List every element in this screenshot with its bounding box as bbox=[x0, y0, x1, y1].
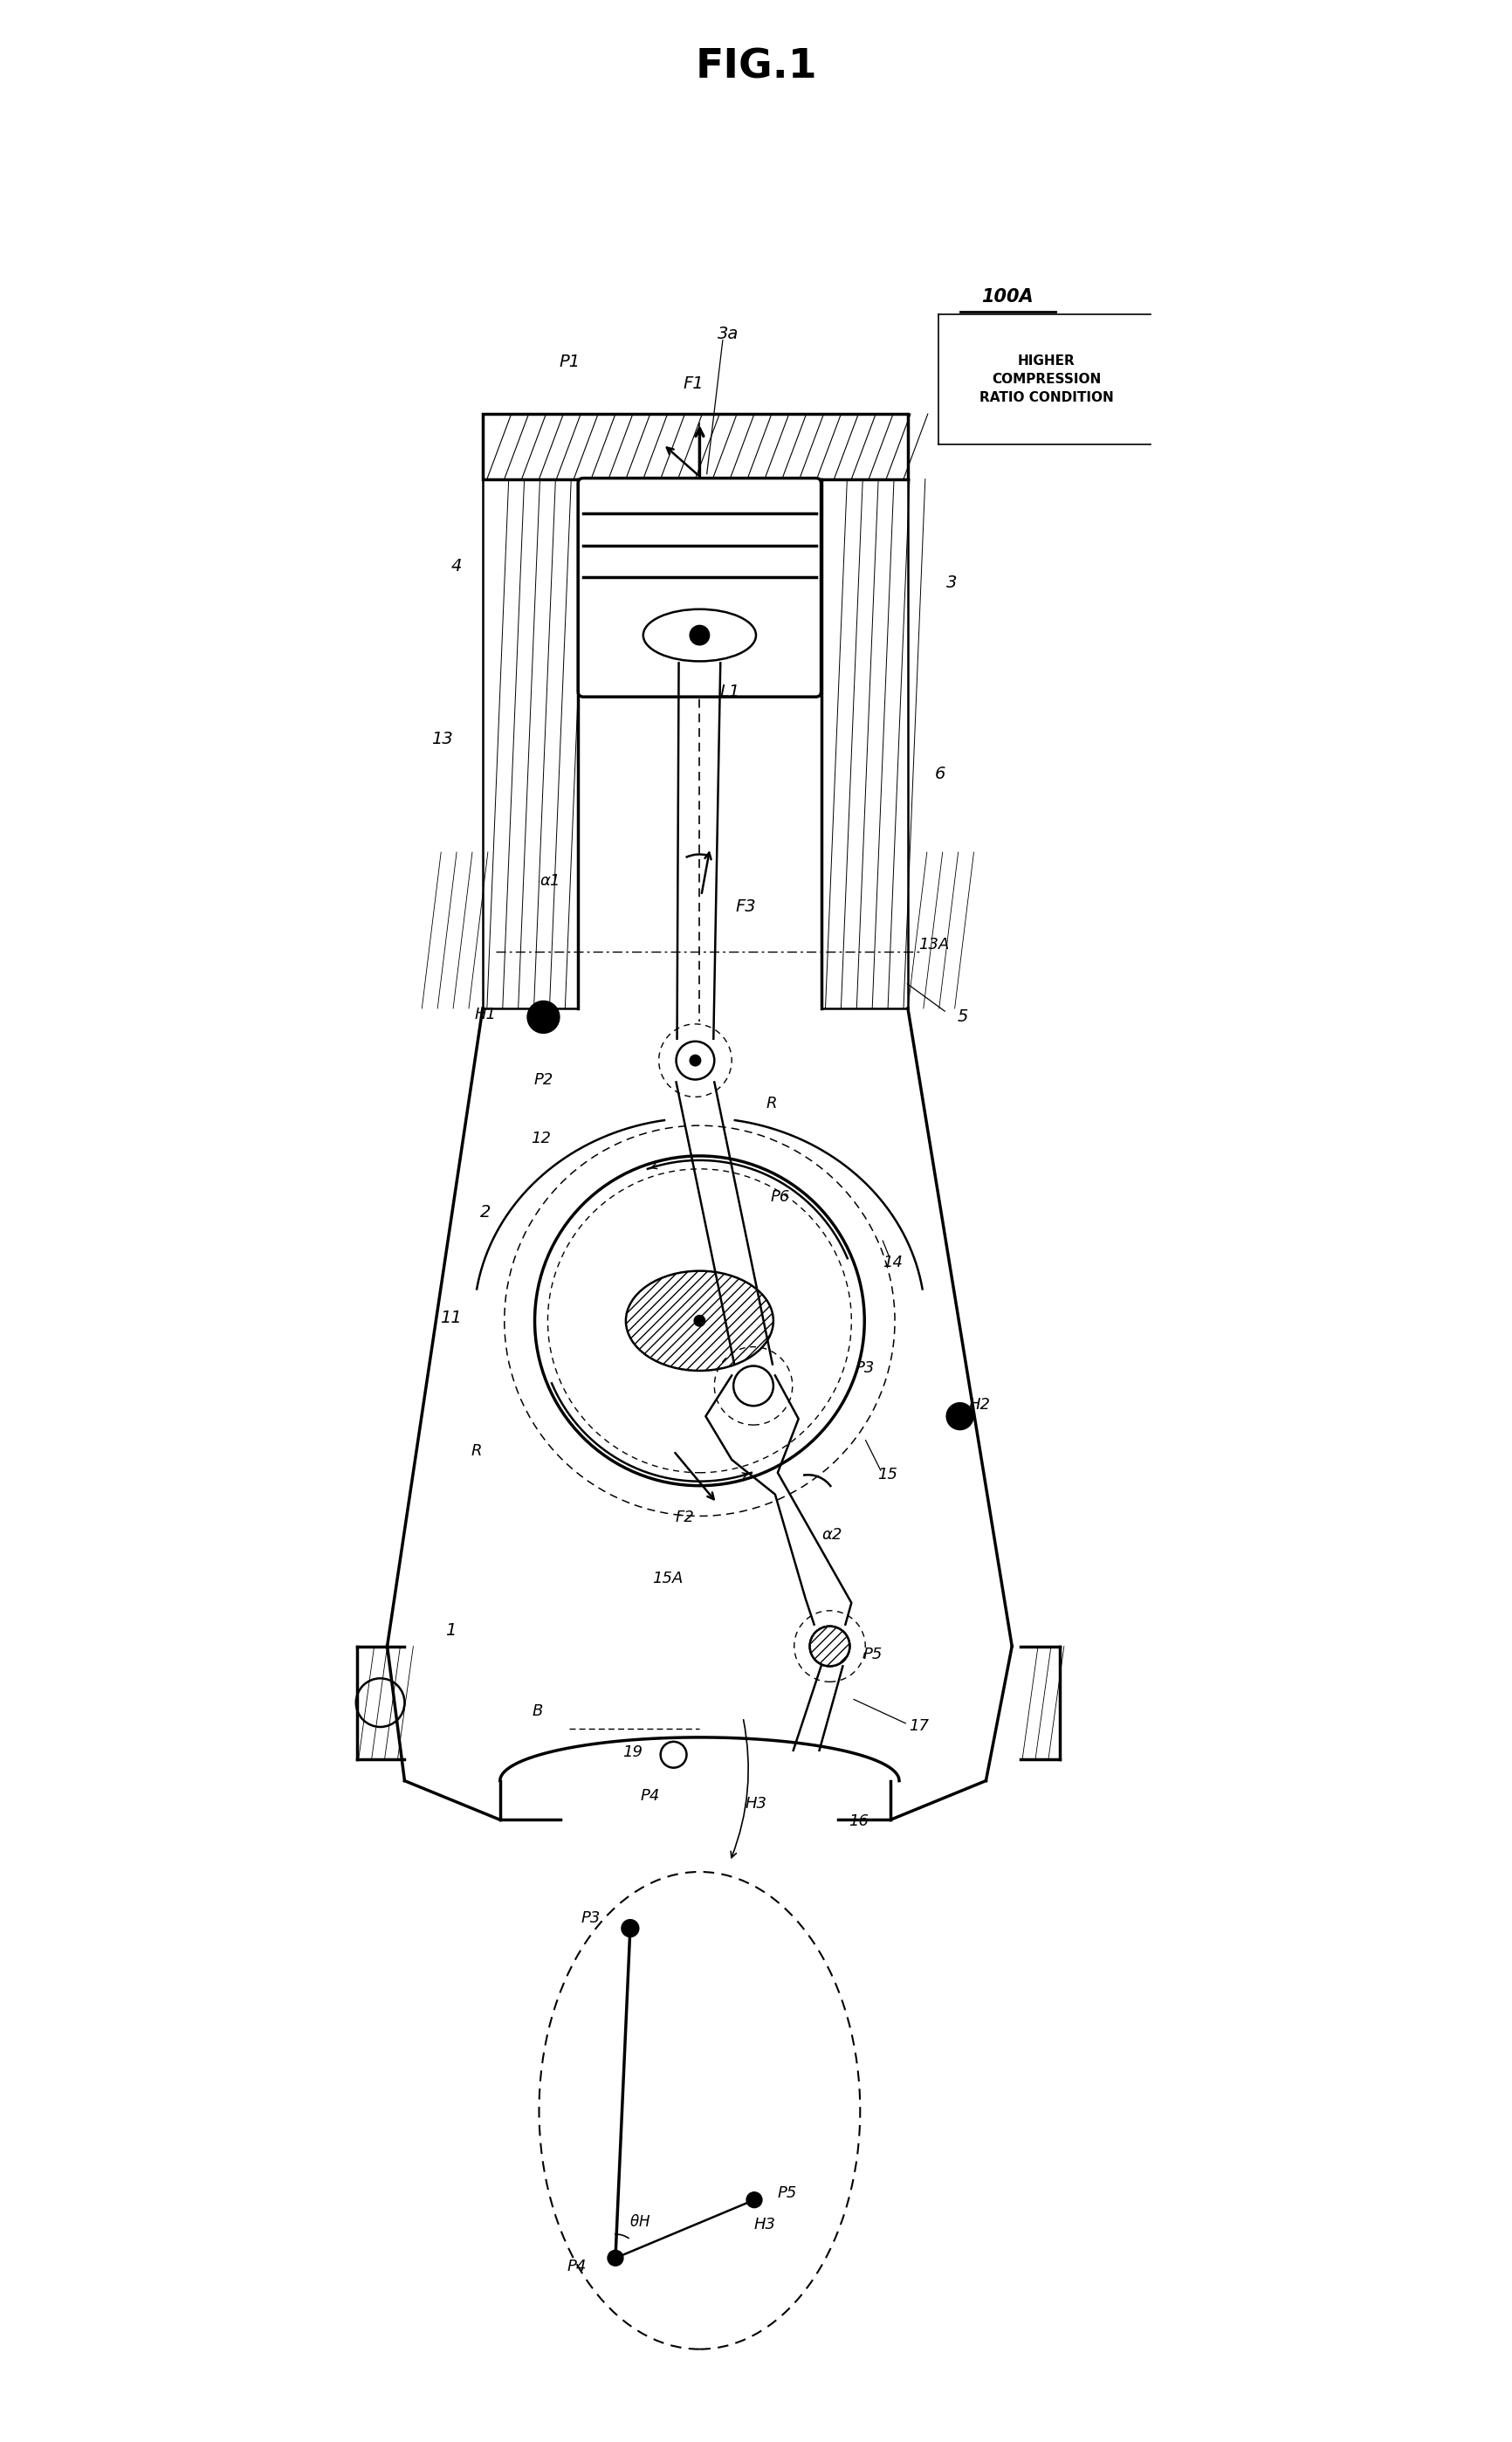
Bar bbox=[821, 479, 907, 1009]
Circle shape bbox=[810, 1626, 850, 1665]
Text: H3: H3 bbox=[754, 2217, 776, 2232]
Text: R: R bbox=[767, 1096, 777, 1111]
Text: P3: P3 bbox=[854, 1360, 874, 1377]
Text: L1: L1 bbox=[720, 684, 739, 701]
Text: 15A: 15A bbox=[652, 1570, 683, 1587]
Circle shape bbox=[621, 1919, 640, 1937]
FancyBboxPatch shape bbox=[578, 479, 821, 696]
Text: $\alpha$2: $\alpha$2 bbox=[823, 1526, 842, 1543]
Text: 3a: 3a bbox=[718, 325, 739, 342]
Circle shape bbox=[528, 1001, 559, 1033]
Text: $\theta$H: $\theta$H bbox=[629, 2215, 650, 2230]
Text: R: R bbox=[472, 1443, 482, 1458]
Text: 14: 14 bbox=[883, 1255, 903, 1270]
Text: 15: 15 bbox=[878, 1468, 898, 1482]
Text: FIG.1: FIG.1 bbox=[696, 46, 816, 85]
Text: 16: 16 bbox=[848, 1814, 868, 1829]
Bar bbox=[482, 415, 907, 479]
Text: 6: 6 bbox=[934, 767, 945, 781]
Circle shape bbox=[676, 1040, 714, 1079]
Text: P5: P5 bbox=[777, 2186, 797, 2200]
Text: P1: P1 bbox=[559, 354, 581, 371]
Circle shape bbox=[733, 1365, 773, 1407]
Text: P5: P5 bbox=[863, 1646, 883, 1663]
Text: 3: 3 bbox=[947, 574, 957, 591]
Bar bbox=[482, 479, 578, 1009]
Ellipse shape bbox=[810, 1626, 850, 1665]
Text: 2: 2 bbox=[479, 1204, 491, 1221]
Text: 100A: 100A bbox=[981, 288, 1034, 305]
Text: H3: H3 bbox=[745, 1797, 767, 1812]
Text: $\alpha$1: $\alpha$1 bbox=[540, 872, 559, 889]
Text: 11: 11 bbox=[440, 1309, 461, 1326]
Text: P6: P6 bbox=[771, 1189, 791, 1204]
Text: P4: P4 bbox=[567, 2259, 587, 2274]
Text: 19: 19 bbox=[623, 1744, 643, 1761]
Text: F3: F3 bbox=[735, 899, 756, 916]
Circle shape bbox=[689, 625, 711, 645]
Circle shape bbox=[608, 2249, 623, 2266]
Text: B: B bbox=[532, 1705, 543, 1719]
Ellipse shape bbox=[626, 1270, 773, 1370]
Text: P3: P3 bbox=[582, 1910, 600, 1927]
Text: 1: 1 bbox=[445, 1621, 457, 1639]
Circle shape bbox=[689, 1055, 702, 1067]
Text: 13: 13 bbox=[431, 730, 452, 747]
Text: HIGHER
COMPRESSION
RATIO CONDITION: HIGHER COMPRESSION RATIO CONDITION bbox=[980, 354, 1114, 403]
Text: 4: 4 bbox=[451, 557, 463, 574]
Text: 12: 12 bbox=[531, 1131, 550, 1145]
Circle shape bbox=[947, 1404, 972, 1429]
Text: F1: F1 bbox=[683, 376, 705, 391]
Text: 17: 17 bbox=[909, 1719, 930, 1734]
Circle shape bbox=[747, 2193, 762, 2208]
Text: P4: P4 bbox=[641, 1788, 659, 1802]
Text: H1: H1 bbox=[475, 1006, 496, 1023]
Text: 13A: 13A bbox=[918, 938, 950, 952]
Text: F2: F2 bbox=[676, 1509, 694, 1526]
Circle shape bbox=[694, 1314, 706, 1326]
Text: 5: 5 bbox=[957, 1009, 968, 1026]
Text: P2: P2 bbox=[534, 1072, 553, 1089]
Text: H2: H2 bbox=[969, 1397, 990, 1414]
